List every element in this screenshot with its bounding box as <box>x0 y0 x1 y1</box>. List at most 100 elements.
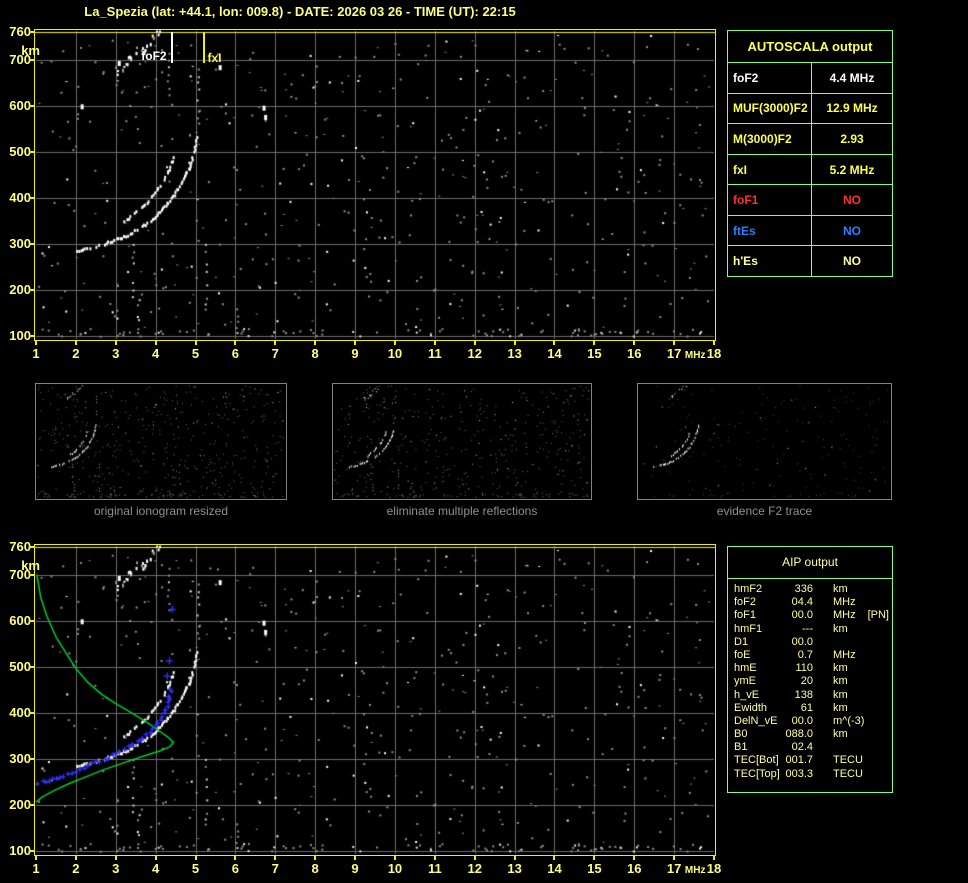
autoscala-row-label: M(3000)F2 <box>728 124 812 154</box>
x-tick: 10 <box>387 861 403 876</box>
x-tick: 1 <box>32 861 40 876</box>
aip-row-unit: km <box>833 662 848 675</box>
y-tick: 400 <box>9 189 31 205</box>
y-tick-mark <box>29 242 34 245</box>
autoscala-table: AUTOSCALA output foF2 4.4 MHz MUF(3000)F2 1… <box>727 30 893 277</box>
x-tick: 9 <box>351 861 359 876</box>
x-tick: 13 <box>507 346 522 361</box>
x-tick: 17 <box>666 346 682 361</box>
fxI-marker-label: fxI <box>207 51 222 65</box>
x-tick-mark <box>713 341 715 345</box>
x-tick-mark <box>473 856 476 860</box>
x-axis-unit: MHz <box>684 350 706 361</box>
aip-row: hmF2 336 km <box>728 583 892 596</box>
x-tick-mark <box>673 341 676 345</box>
x-tick-mark <box>274 341 277 345</box>
x-tick-mark <box>194 341 197 345</box>
x-tick-mark <box>673 856 676 860</box>
foF2-marker-label: foF2 <box>141 49 167 63</box>
aip-row-unit: MHz <box>833 596 856 609</box>
autoscala-row-label: h'Es <box>728 246 812 277</box>
aip-row-value: 088.0 <box>785 728 813 741</box>
y-tick: 400 <box>9 704 31 720</box>
autoscala-row-label: ftEs <box>728 215 812 246</box>
x-tick-mark <box>433 856 436 860</box>
x-tick: 11 <box>427 861 442 876</box>
y-tick-mark <box>29 288 34 291</box>
aip-row-label: Ewidth <box>734 701 768 714</box>
y-tick: 500 <box>9 658 31 674</box>
aip-row-label: D1 <box>734 635 749 648</box>
y-tick-mark <box>29 757 34 760</box>
aip-table: AIP output hmF2 336 km foF2 04.4 MHz foF1 00.0 M… <box>727 546 893 793</box>
y-tick: 300 <box>9 235 31 251</box>
x-tick: 5 <box>191 346 200 361</box>
y-tick: 760 <box>9 539 31 554</box>
autoscala-row: M(3000)F2 2.93 <box>728 124 892 155</box>
y-axis-unit: km <box>21 558 40 573</box>
thumbnail-eliminate-canvas <box>333 384 591 499</box>
aip-row-extra: [PN] <box>867 609 889 622</box>
aip-row-label: hmE <box>734 662 757 675</box>
y-tick: 100 <box>9 843 31 858</box>
x-tick: 6 <box>231 346 240 361</box>
autoscala-row-value: NO <box>843 223 861 238</box>
y-tick: 700 <box>9 566 31 582</box>
x-tick: 12 <box>467 346 482 361</box>
x-tick-mark <box>633 856 636 860</box>
x-tick: 3 <box>112 861 120 876</box>
x-tick-mark <box>513 856 516 860</box>
x-tick-mark <box>354 341 357 345</box>
aip-row: B1 02.4 <box>728 741 892 754</box>
aip-row: D1 00.0 <box>728 636 892 649</box>
thumbnail-evidence-canvas <box>638 384 891 499</box>
aip-row-label: hmF2 <box>734 583 763 595</box>
x-axis-unit: MHz <box>684 865 706 876</box>
x-tick: 16 <box>627 346 642 361</box>
aip-row-label: foF1 <box>734 609 757 622</box>
top-ionogram-canvas <box>35 30 715 340</box>
y-tick: 300 <box>9 750 31 766</box>
aip-row-unit: km <box>833 583 848 595</box>
y-tick: 700 <box>9 51 31 67</box>
bottom-profile-canvas <box>35 545 715 855</box>
thumbnail-evidence-f2 <box>637 383 892 500</box>
aip-row: ymE 20 km <box>728 675 892 688</box>
aip-row-unit: km <box>833 688 848 701</box>
aip-row-label: B0 <box>734 728 748 741</box>
x-tick-mark <box>473 341 476 345</box>
x-tick-mark <box>713 856 715 860</box>
aip-row: DelN_vE 00.0 m^(-3) <box>728 715 892 728</box>
y-tick: 600 <box>9 612 31 628</box>
aip-row-unit: MHz <box>833 609 856 622</box>
aip-row-value: 00.0 <box>791 609 813 622</box>
bottom-profile-panel <box>34 544 716 856</box>
y-axis-unit: km <box>21 43 40 58</box>
aip-row: hmE 110 km <box>728 662 892 675</box>
autoscala-row-label: fxI <box>728 154 812 185</box>
foF2-marker-line <box>170 32 173 63</box>
x-tick-mark <box>553 341 556 345</box>
aip-row-unit: km <box>833 728 848 741</box>
aip-row-label: TEC[Top] <box>734 767 780 780</box>
x-tick-mark <box>154 856 157 860</box>
x-tick: 8 <box>311 346 319 361</box>
x-tick: 18 <box>706 346 722 361</box>
autoscala-row-value: 5.2 MHz <box>829 162 875 177</box>
x-tick: 13 <box>507 861 522 876</box>
x-tick-mark <box>74 856 77 860</box>
x-tick-mark <box>433 341 436 345</box>
x-tick-mark <box>593 856 596 860</box>
x-tick: 9 <box>351 346 359 361</box>
y-tick: 200 <box>9 796 31 812</box>
aip-row-value: 003.3 <box>785 767 813 780</box>
x-tick: 4 <box>152 861 160 876</box>
autoscala-row-label: MUF(3000)F2 <box>728 93 812 124</box>
aip-row-value: 110 <box>795 662 813 675</box>
autoscala-row-value: NO <box>843 193 861 208</box>
aip-row-value: 138 <box>794 688 813 701</box>
x-tick-mark <box>354 856 357 860</box>
aip-row-unit: MHz <box>833 648 856 661</box>
y-tick: 500 <box>9 143 31 159</box>
aip-row-unit: TECU <box>833 754 863 767</box>
